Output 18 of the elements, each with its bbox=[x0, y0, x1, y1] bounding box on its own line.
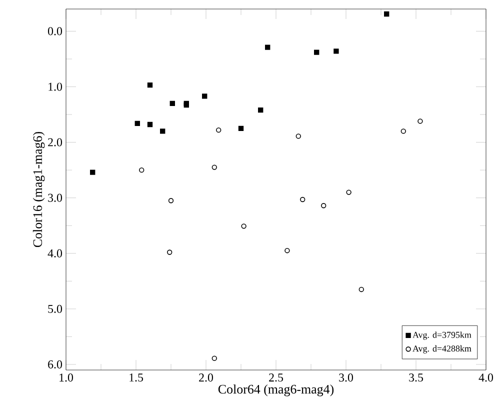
y-tick-label: 2.0 bbox=[48, 138, 62, 146]
y-tick-label: 0.0 bbox=[48, 27, 62, 36]
y-tick-label: 3.0 bbox=[48, 194, 62, 202]
x-tick-label: 3.5 bbox=[409, 374, 424, 382]
x-tick-label: 4.0 bbox=[478, 374, 494, 382]
y-tick-label: 4.0 bbox=[48, 249, 62, 258]
y-tick-label: 5.0 bbox=[48, 304, 62, 313]
legend-label: Avg. d=3795km bbox=[412, 332, 472, 340]
x-tick-label: 1.5 bbox=[130, 374, 144, 382]
x-tick-label: 2.5 bbox=[269, 374, 284, 382]
x-axis-title: Color64 (mag6-mag4) bbox=[218, 384, 334, 396]
y-tick-label: 1.0 bbox=[48, 82, 62, 91]
y-tick-label: 6.0 bbox=[48, 360, 62, 369]
x-tick-label: 1.0 bbox=[60, 374, 74, 382]
x-tick-label: 2.0 bbox=[199, 374, 214, 382]
x-tick-label: 3.0 bbox=[339, 374, 354, 382]
legend-label: Avg. d=4288km bbox=[412, 345, 472, 354]
y-axis-title: Color16 (mag1-mag6) bbox=[32, 132, 45, 248]
